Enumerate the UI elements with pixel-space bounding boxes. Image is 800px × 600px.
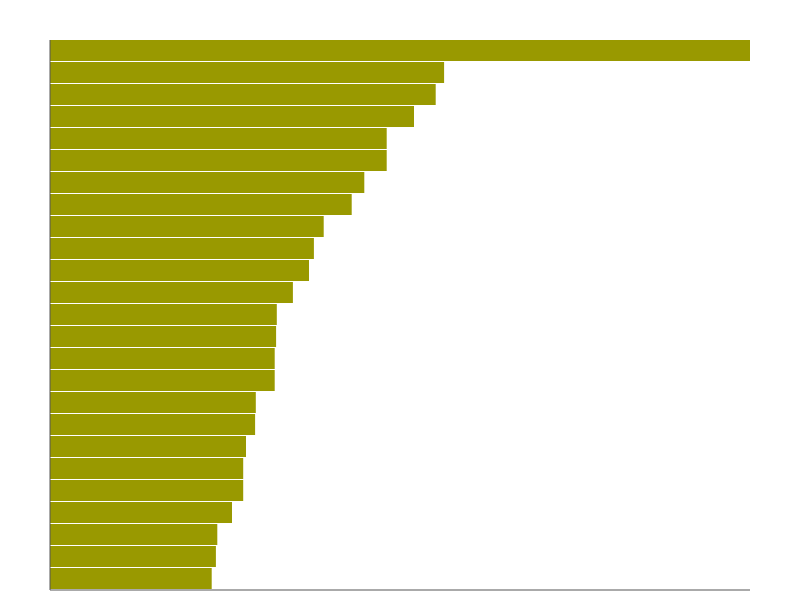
bar xyxy=(50,128,387,149)
bar xyxy=(50,194,352,215)
bars xyxy=(50,40,750,589)
bar xyxy=(50,524,218,545)
bar xyxy=(50,62,445,83)
bar xyxy=(50,370,275,391)
bar xyxy=(50,260,309,281)
bar xyxy=(50,436,246,457)
bar xyxy=(50,172,365,193)
bar xyxy=(50,480,244,501)
bar xyxy=(50,304,277,325)
bar xyxy=(50,40,750,61)
bar xyxy=(50,106,414,127)
bar xyxy=(50,348,275,369)
bar xyxy=(50,392,256,413)
bar xyxy=(50,568,212,589)
bar xyxy=(50,84,436,105)
bar xyxy=(50,216,324,237)
bar xyxy=(50,458,244,479)
bar xyxy=(50,282,293,303)
bar xyxy=(50,414,256,435)
bar xyxy=(50,326,277,347)
bar xyxy=(50,238,314,259)
bar xyxy=(50,150,387,171)
bar xyxy=(50,502,232,523)
bar xyxy=(50,546,216,567)
